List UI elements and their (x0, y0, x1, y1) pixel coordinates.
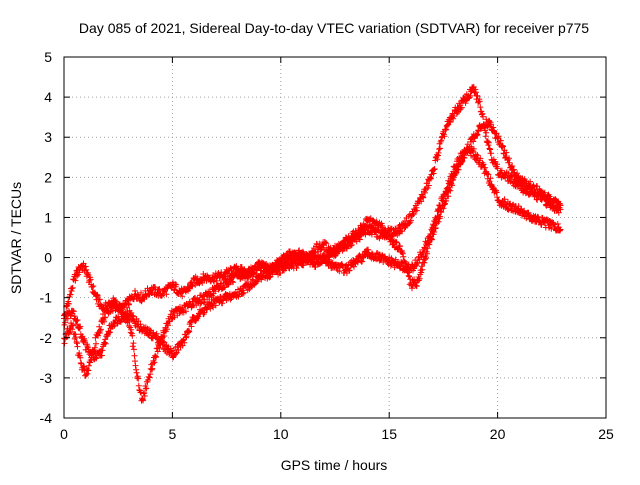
chart-title: Day 085 of 2021, Sidereal Day-to-day VTE… (79, 20, 589, 36)
x-tick-label: 15 (381, 426, 397, 442)
y-tick-label: -3 (40, 370, 53, 386)
x-tick-label: 0 (60, 426, 68, 442)
y-tick-label: 0 (44, 250, 52, 266)
x-tick-label: 20 (490, 426, 506, 442)
x-tick-label: 5 (169, 426, 177, 442)
x-axis-label: GPS time / hours (281, 457, 388, 473)
y-tick-label: 3 (44, 129, 52, 145)
plot-frame (63, 56, 607, 419)
y-tick-label: -2 (40, 330, 53, 346)
y-tick-label: 4 (44, 89, 52, 105)
y-axis-label: SDTVAR / TECUs (8, 182, 24, 294)
y-tick-label: 5 (44, 49, 52, 65)
y-tick-label: -4 (40, 410, 53, 426)
y-tick-label: 1 (44, 209, 52, 225)
y-tick-label: -1 (40, 290, 53, 306)
x-tick-label: 10 (273, 426, 289, 442)
x-tick-label: 25 (598, 426, 614, 442)
ticks-layer: 0 5 10 15 20 25 -4 -3 -2 -1 0 1 2 3 4 5 (40, 49, 614, 442)
y-tick-label: 2 (44, 169, 52, 185)
